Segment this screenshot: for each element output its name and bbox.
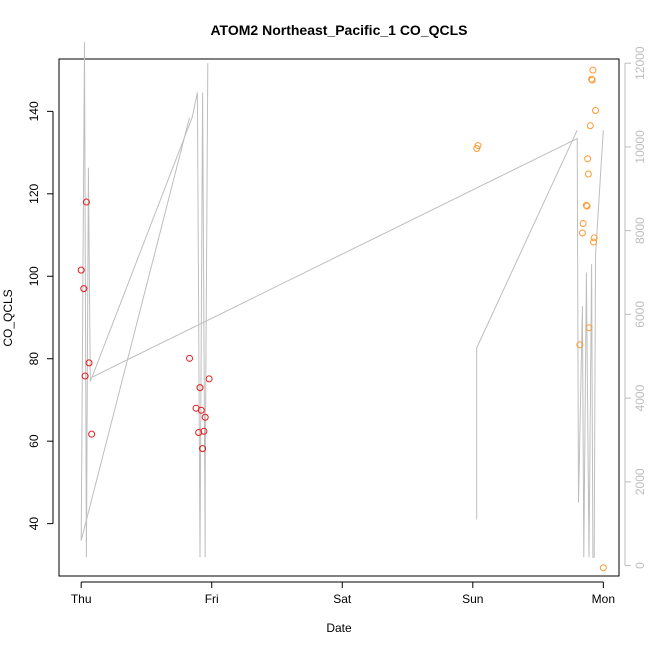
data-point-1-2 [576, 341, 584, 349]
data-point-0-4 [85, 359, 93, 367]
altitude-line-3 [476, 129, 578, 520]
y-tick-label-1: 60 [27, 434, 41, 448]
data-point-1-11 [588, 75, 596, 83]
data-point-1-14 [590, 238, 598, 246]
plot-area: Thu Fri Sat Sun Mon 40 60 80 100 120 140 0 2000 4000 6… [27, 42, 647, 606]
x-axis-title: Date [326, 621, 352, 635]
data-point-1-13 [589, 66, 597, 74]
data-point-1-10 [586, 122, 594, 130]
altitude-line-2 [91, 130, 604, 558]
y-tick-label-2: 80 [27, 352, 41, 366]
data-point-1-12 [588, 76, 596, 84]
plot-frame [58, 58, 620, 577]
y2-tick-label-2: 4000 [633, 384, 647, 411]
x-tick-label-1: Fri [205, 592, 219, 606]
data-point-0-5 [88, 430, 96, 438]
data-point-1-15 [590, 234, 598, 242]
x-tick-label-0: Thu [71, 592, 92, 606]
data-point-0-11 [199, 445, 207, 453]
data-point-0-2 [82, 198, 90, 206]
y2-tick-label-1: 2000 [633, 468, 647, 495]
data-point-0-0 [77, 266, 85, 274]
data-point-0-3 [81, 372, 89, 380]
y-tick-label-4: 120 [27, 183, 41, 203]
data-point-1-9 [585, 324, 593, 332]
data-point-1-5 [582, 201, 590, 209]
data-point-1-4 [579, 220, 587, 227]
y-tick-label-3: 100 [27, 266, 41, 286]
data-point-0-1 [80, 285, 88, 293]
altitude-line-1 [80, 117, 190, 541]
data-point-1-7 [584, 155, 592, 163]
data-point-1-6 [583, 202, 591, 210]
x-tick-label-4: Mon [592, 592, 615, 606]
y2-tick-label-0: 0 [633, 562, 647, 569]
data-point-0-10 [197, 406, 205, 414]
data-point-0-12 [200, 427, 208, 435]
data-point-1-1 [474, 142, 482, 150]
x-tick-label-3: Sun [462, 592, 483, 606]
y-tick-label-5: 140 [27, 101, 41, 121]
y-axis-title: CO_QCLS [1, 289, 15, 346]
x-tick-label-2: Sat [333, 592, 352, 606]
altitude-line-0 [80, 42, 209, 558]
data-point-0-9 [195, 429, 203, 437]
y2-tick-label-5: 10000 [633, 130, 647, 164]
data-point-1-16 [592, 107, 600, 115]
data-point-0-14 [205, 375, 213, 383]
data-point-0-6 [186, 354, 194, 362]
chart-title: ATOM2 Northeast_Pacific_1 CO_QCLS [210, 22, 467, 38]
data-point-1-3 [578, 229, 586, 237]
data-point-0-8 [196, 384, 204, 392]
data-point-1-17 [599, 564, 607, 572]
y2-tick-label-6: 12000 [633, 46, 647, 80]
data-point-1-8 [584, 170, 592, 178]
y-tick-label-0: 40 [27, 517, 41, 531]
y2-tick-label-3: 6000 [633, 301, 647, 328]
y2-tick-label-4: 8000 [633, 217, 647, 244]
data-point-0-13 [201, 413, 209, 421]
